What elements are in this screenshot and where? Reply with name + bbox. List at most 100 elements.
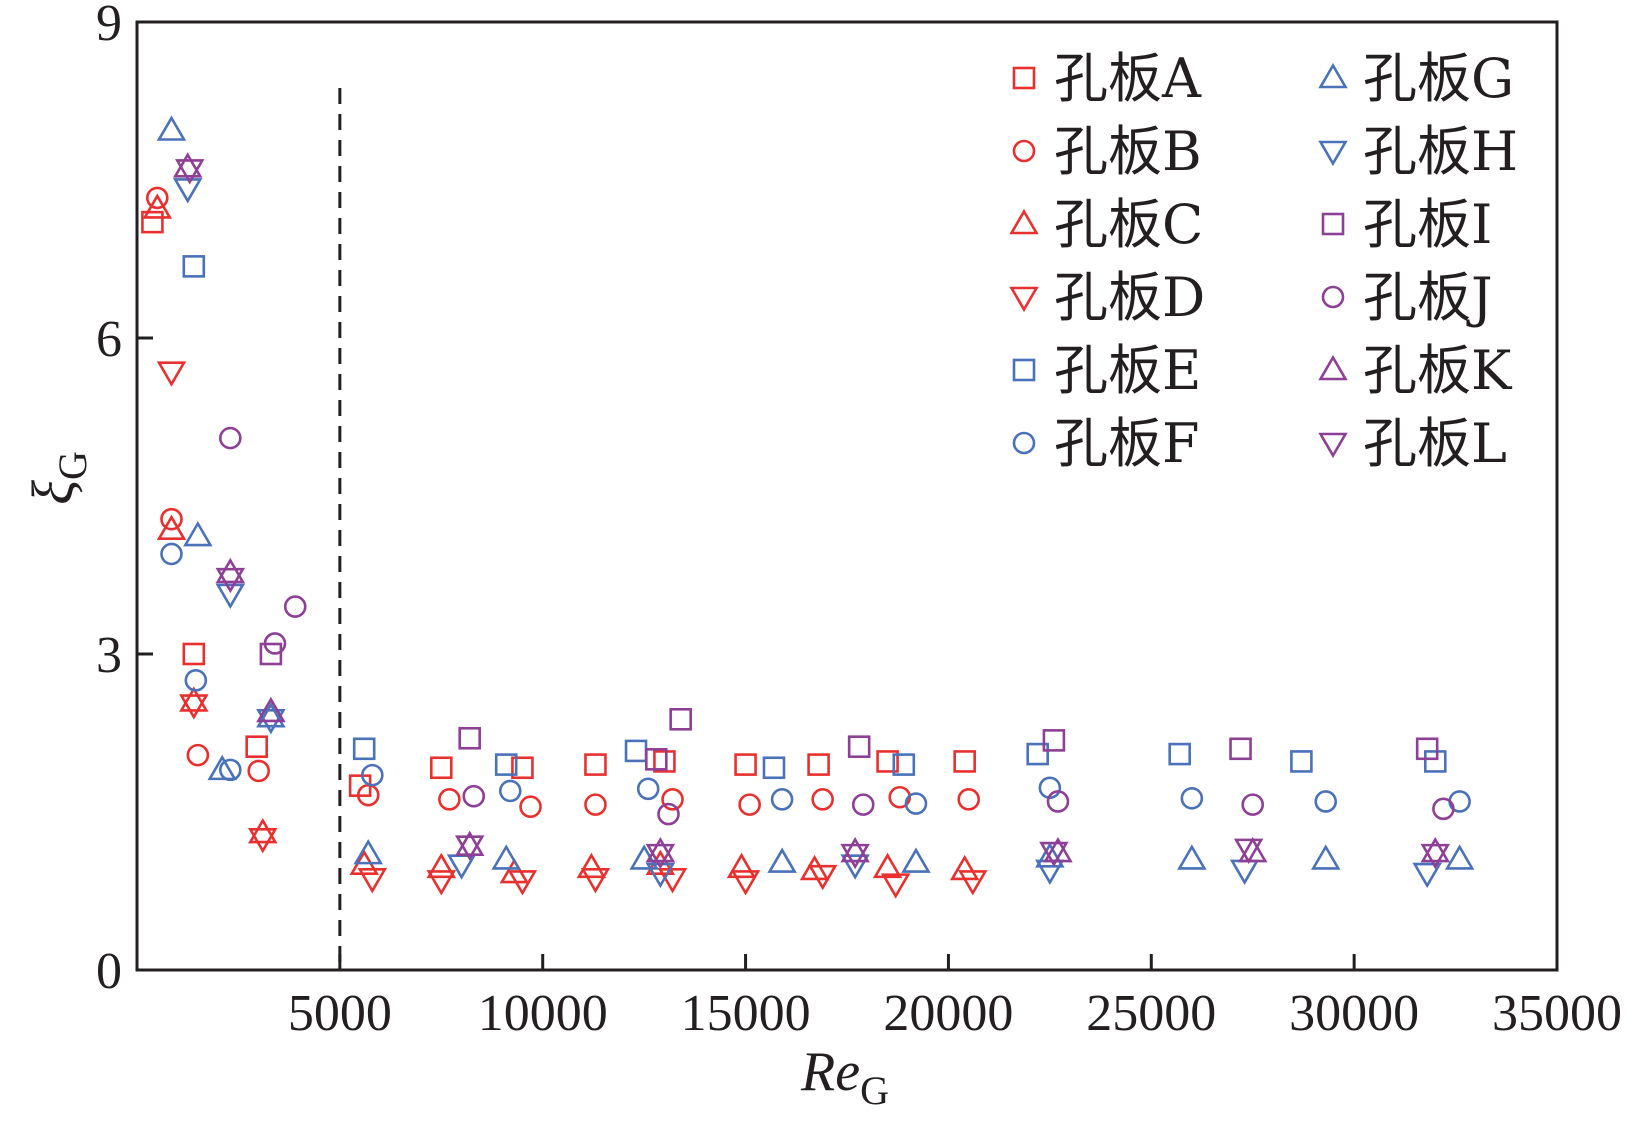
data-point bbox=[507, 870, 538, 896]
data-point bbox=[491, 844, 521, 870]
data-point bbox=[248, 828, 278, 854]
data-point bbox=[1039, 841, 1069, 868]
data-point bbox=[1229, 859, 1260, 886]
data-point bbox=[426, 852, 457, 879]
data-point bbox=[141, 210, 164, 234]
x-tick-label: 35000 bbox=[1492, 985, 1622, 1042]
data-point bbox=[256, 696, 286, 723]
data-point bbox=[580, 868, 611, 894]
data-point bbox=[183, 520, 213, 547]
y-axis: 0 3 6 9 bbox=[96, 0, 153, 1000]
data-point bbox=[584, 753, 607, 776]
legend-marker bbox=[1012, 139, 1036, 163]
x-tick-label: 5000 bbox=[288, 985, 392, 1042]
x-axis-title: ReG bbox=[800, 1041, 889, 1113]
x-axis: 5000 10000 15000 20000 25000 30000 35000 bbox=[288, 954, 1622, 1042]
x-axis-title-main: Re bbox=[800, 1041, 860, 1103]
data-point bbox=[1180, 787, 1204, 810]
data-point bbox=[156, 115, 187, 141]
legend-label: 孔板G bbox=[1363, 47, 1514, 110]
data-point bbox=[1241, 793, 1265, 816]
data-point bbox=[1423, 750, 1447, 773]
data-point bbox=[661, 788, 684, 811]
data-point bbox=[1420, 843, 1451, 870]
data-point bbox=[811, 788, 834, 811]
x-tick-label: 20000 bbox=[883, 985, 1013, 1042]
data-point bbox=[949, 854, 980, 881]
legend-marker bbox=[1012, 358, 1036, 382]
data-point bbox=[1026, 742, 1049, 766]
data-point bbox=[1290, 750, 1313, 773]
data-point bbox=[1046, 790, 1070, 813]
data-point bbox=[462, 784, 486, 808]
legend-label: 孔板I bbox=[1363, 193, 1492, 256]
data-point bbox=[179, 694, 209, 720]
series-6 bbox=[160, 542, 1471, 815]
data-point bbox=[840, 836, 870, 863]
data-point bbox=[624, 739, 648, 763]
data-point bbox=[215, 567, 246, 594]
data-point bbox=[1412, 862, 1442, 889]
legend-label: 孔板C bbox=[1054, 193, 1203, 256]
data-point bbox=[799, 854, 830, 881]
data-point bbox=[182, 642, 206, 666]
y-tick-label: 3 bbox=[96, 627, 122, 684]
data-point bbox=[726, 852, 757, 879]
data-point bbox=[259, 642, 283, 666]
data-point bbox=[186, 743, 210, 767]
legend-marker bbox=[1012, 66, 1036, 90]
data-point bbox=[1310, 844, 1341, 870]
legend-marker bbox=[1009, 208, 1039, 235]
data-point bbox=[657, 868, 688, 894]
x-tick-label: 30000 bbox=[1289, 985, 1419, 1042]
data-point bbox=[179, 686, 209, 712]
y-axis-title-main: ξ bbox=[20, 480, 85, 505]
data-point bbox=[872, 852, 903, 879]
data-point bbox=[207, 754, 237, 781]
data-point bbox=[247, 759, 271, 783]
plot-frame bbox=[135, 20, 1559, 972]
data-point bbox=[182, 255, 206, 278]
data-point bbox=[1233, 838, 1264, 864]
series-3 bbox=[142, 193, 980, 884]
data-point bbox=[454, 830, 485, 857]
data-point bbox=[1042, 729, 1066, 752]
legend-marker bbox=[1318, 62, 1348, 89]
data-point bbox=[458, 726, 481, 750]
legend-label: 孔板L bbox=[1363, 412, 1507, 475]
data-point bbox=[1432, 797, 1455, 821]
data-point bbox=[957, 788, 981, 811]
y-axis-title: ξG bbox=[20, 451, 95, 505]
data-point bbox=[160, 507, 183, 531]
data-point bbox=[807, 864, 838, 891]
data-point bbox=[645, 843, 676, 870]
data-point bbox=[454, 835, 485, 861]
data-point bbox=[511, 756, 534, 780]
x-tick-label: 15000 bbox=[681, 985, 811, 1042]
legend: 孔板A 孔板B 孔板C 孔板D 孔板E 孔板F 孔板G 孔板H 孔板I 孔板J 孔板K 孔板L bbox=[1009, 47, 1518, 475]
series-4 bbox=[156, 361, 988, 899]
legend-label: 孔板H bbox=[1363, 120, 1518, 183]
data-point bbox=[1168, 742, 1191, 766]
data-point bbox=[880, 873, 911, 899]
data-point bbox=[245, 735, 268, 758]
data-point bbox=[519, 795, 542, 819]
data-point bbox=[840, 843, 870, 870]
data-points bbox=[141, 115, 1475, 899]
data-point bbox=[145, 186, 169, 210]
data-point bbox=[263, 632, 287, 655]
data-point bbox=[770, 788, 794, 811]
data-point bbox=[807, 753, 830, 776]
data-point bbox=[160, 542, 183, 566]
legend-label: 孔板D bbox=[1054, 266, 1205, 329]
data-point bbox=[636, 777, 660, 801]
data-point bbox=[576, 852, 607, 879]
x-tick-label: 10000 bbox=[478, 985, 608, 1042]
series-5 bbox=[182, 255, 1447, 780]
x-axis-title-sub: G bbox=[860, 1068, 889, 1113]
data-point bbox=[953, 750, 976, 773]
data-point bbox=[767, 847, 797, 873]
data-point bbox=[494, 753, 518, 776]
data-point bbox=[645, 748, 668, 771]
